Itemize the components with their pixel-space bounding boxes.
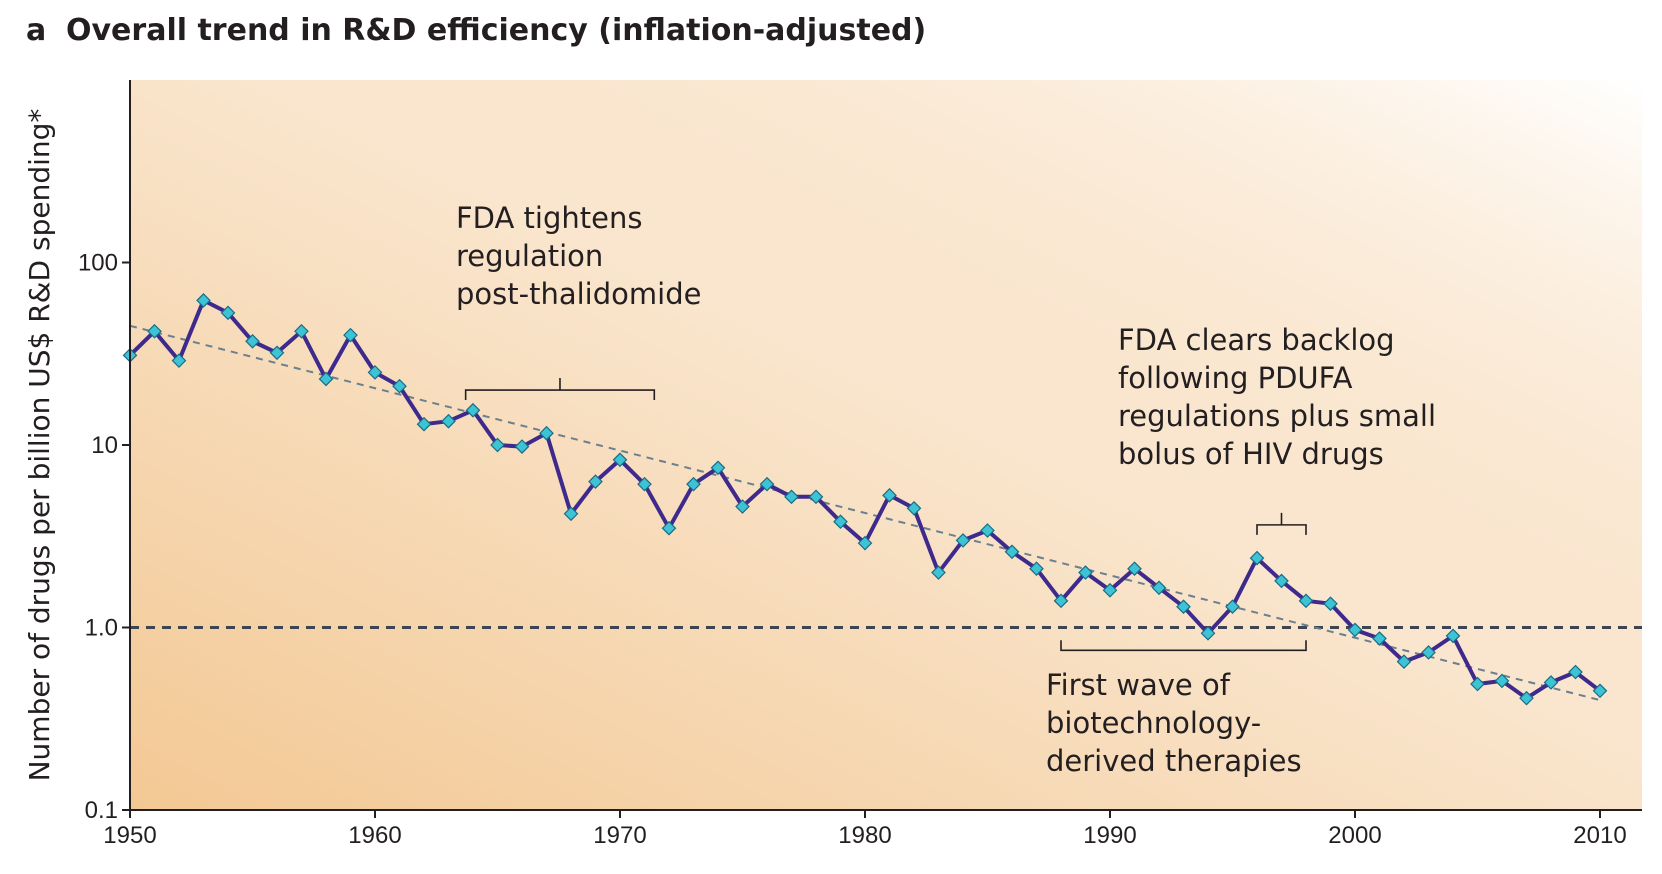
x-tick-label: 1960 bbox=[348, 822, 401, 849]
data-point bbox=[1543, 675, 1559, 690]
data-point bbox=[833, 514, 848, 530]
x-tick-label: 2000 bbox=[1328, 822, 1381, 849]
data-point bbox=[416, 416, 432, 432]
trend-line-layer bbox=[129, 324, 1601, 702]
chart-title: Overall trend in R&D efficiency (inflati… bbox=[66, 13, 926, 48]
data-point bbox=[588, 474, 603, 489]
data-point bbox=[1568, 664, 1583, 680]
annotation-text: FDA clears backlog bbox=[1118, 323, 1395, 357]
data-point bbox=[294, 323, 309, 339]
data-point bbox=[637, 476, 652, 492]
data-point bbox=[931, 565, 946, 580]
data-point bbox=[1323, 596, 1338, 612]
annotation-bracket bbox=[1060, 640, 1307, 652]
data-point bbox=[710, 460, 726, 476]
y-tick-label: 1.0 bbox=[85, 615, 118, 642]
data-point bbox=[392, 378, 407, 394]
data-point bbox=[661, 520, 677, 536]
y-tick-label: 10 bbox=[91, 432, 118, 459]
data-point bbox=[1494, 673, 1510, 689]
data-point bbox=[1249, 550, 1265, 566]
annotation-text: following PDUFA bbox=[1118, 361, 1353, 395]
data-point bbox=[1053, 593, 1069, 609]
data-point bbox=[1004, 544, 1020, 560]
annotation-text: bolus of HIV drugs bbox=[1118, 437, 1384, 471]
tick-layer: 1950 1960 1970 1980 1990 2000 2010 0.1 1.0 10 100 bbox=[78, 250, 1627, 850]
x-tick-label: 1980 bbox=[838, 822, 891, 849]
data-point bbox=[514, 439, 530, 454]
data-point bbox=[147, 323, 162, 339]
data-point bbox=[563, 506, 579, 522]
data-point bbox=[882, 487, 897, 503]
data-point bbox=[465, 402, 481, 418]
data-point bbox=[1470, 676, 1485, 692]
data-point bbox=[1200, 625, 1216, 641]
data-point bbox=[1176, 599, 1191, 615]
data-point bbox=[735, 499, 750, 514]
data-point bbox=[269, 345, 285, 361]
data-point bbox=[686, 476, 701, 492]
data-point bbox=[1298, 593, 1314, 609]
data-point bbox=[1225, 599, 1240, 615]
y-axis-label: Number of drugs per billion US$ R&D spen… bbox=[23, 109, 56, 782]
data-point bbox=[612, 452, 628, 468]
data-point bbox=[1102, 582, 1118, 598]
data-point bbox=[759, 476, 775, 492]
data-point bbox=[1421, 645, 1436, 660]
data-point bbox=[1274, 573, 1289, 589]
data-point bbox=[808, 489, 824, 505]
data-point bbox=[1127, 561, 1142, 577]
data-point bbox=[539, 425, 554, 441]
panel-letter: a bbox=[26, 13, 46, 48]
data-point bbox=[245, 333, 260, 349]
data-point bbox=[1372, 631, 1387, 646]
data-point bbox=[343, 327, 358, 343]
plot-background bbox=[130, 80, 1642, 810]
y-tick-label: 0.1 bbox=[85, 797, 118, 824]
data-point bbox=[906, 500, 922, 516]
data-point bbox=[367, 365, 383, 380]
y-tick-label: 100 bbox=[78, 250, 118, 277]
data-point bbox=[1396, 654, 1412, 669]
data-point bbox=[318, 371, 334, 387]
data-point bbox=[490, 437, 505, 453]
data-point bbox=[857, 535, 873, 551]
annotation-text: derived therapies bbox=[1046, 744, 1302, 778]
data-point bbox=[1592, 683, 1608, 699]
annotation-bracket bbox=[1256, 512, 1307, 535]
series-layer bbox=[122, 293, 1608, 706]
annotation-text: FDA tightens bbox=[456, 201, 642, 235]
annotation-text: regulations plus small bbox=[1118, 399, 1436, 433]
x-tick-label: 1950 bbox=[103, 822, 156, 849]
data-point bbox=[955, 533, 971, 548]
annotation-bracket bbox=[464, 378, 656, 401]
x-tick-label: 2010 bbox=[1573, 822, 1626, 849]
annotation-text: post-thalidomide bbox=[456, 277, 701, 311]
annotation-text: biotechnology- bbox=[1046, 706, 1261, 740]
annotation-layer: FDA tightens regulation post-thalidomide FD… bbox=[456, 201, 1436, 778]
data-point bbox=[1151, 580, 1167, 596]
data-point bbox=[441, 413, 456, 429]
data-point bbox=[171, 353, 187, 368]
trend-line bbox=[129, 324, 1601, 702]
data-point bbox=[196, 293, 211, 308]
data-point bbox=[980, 523, 995, 538]
data-point bbox=[220, 305, 236, 321]
data-point bbox=[1078, 565, 1093, 580]
data-point bbox=[784, 489, 799, 505]
data-point bbox=[1519, 690, 1534, 706]
x-tick-label: 1970 bbox=[593, 822, 646, 849]
data-point bbox=[1029, 561, 1044, 577]
annotation-text: First wave of bbox=[1046, 668, 1231, 702]
x-tick-label: 1990 bbox=[1083, 822, 1136, 849]
data-point bbox=[1445, 628, 1461, 644]
data-point bbox=[1347, 622, 1363, 638]
annotation-text: regulation bbox=[456, 239, 603, 273]
